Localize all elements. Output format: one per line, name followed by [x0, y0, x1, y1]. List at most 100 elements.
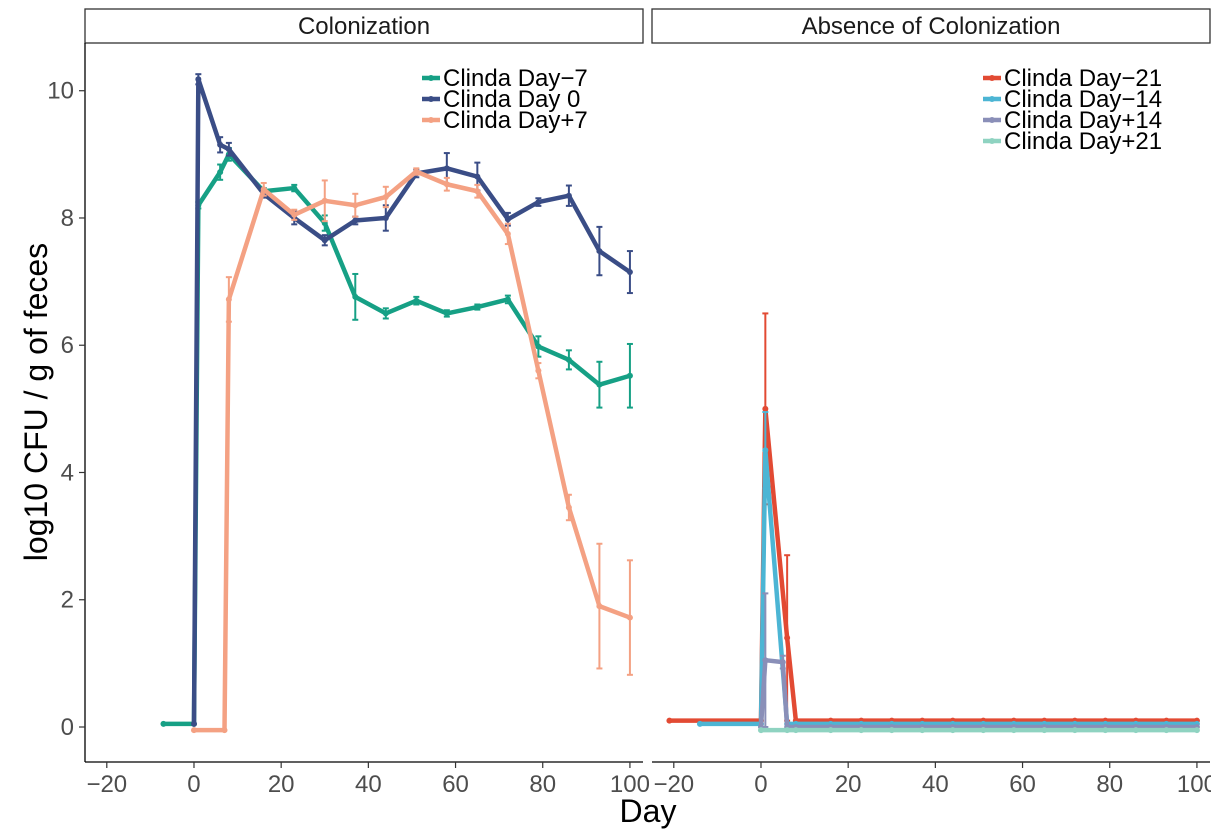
series-2-3: [757, 592, 1200, 731]
series-1-3: [190, 167, 633, 734]
data-point: [784, 634, 791, 641]
data-point: [626, 614, 633, 621]
series-line: [758, 657, 1200, 730]
data-point: [535, 367, 542, 374]
series-2-4: [757, 727, 1200, 734]
x-tick-label: 40: [355, 771, 382, 798]
facet-strip: [84, 8, 644, 44]
data-point: [1010, 727, 1017, 734]
data-point: [1041, 727, 1048, 734]
facet-strip-title: Colonization: [298, 13, 430, 40]
data-point: [565, 504, 572, 511]
data-point: [474, 188, 481, 195]
data-point: [1071, 727, 1078, 734]
y-tick-label: 0: [61, 714, 74, 741]
data-point: [443, 165, 450, 172]
x-tick-label: 20: [268, 771, 295, 798]
x-tick-label: 100: [610, 771, 650, 798]
data-point: [195, 76, 202, 83]
data-point: [792, 727, 799, 734]
data-point: [321, 197, 328, 204]
data-point: [413, 168, 420, 175]
x-axis-title: Day: [620, 793, 677, 829]
data-point: [762, 447, 769, 454]
data-point: [696, 720, 703, 727]
data-point: [190, 720, 197, 727]
legend-key-point: [428, 75, 434, 81]
data-point: [190, 727, 197, 734]
legend-entry: Clinda Day+14: [983, 107, 1162, 134]
x-tick-label: 20: [835, 771, 862, 798]
data-point: [666, 717, 673, 724]
data-point: [352, 293, 359, 300]
data-point: [565, 192, 572, 199]
data-point: [757, 727, 764, 734]
legend-entry: Clinda Day−21: [983, 65, 1162, 92]
y-tick-label: 6: [61, 332, 74, 359]
data-point: [626, 372, 633, 379]
data-point: [321, 237, 328, 244]
data-point: [1193, 727, 1200, 734]
data-point: [626, 269, 633, 276]
series-1-2: [190, 73, 633, 727]
y-tick-label: 10: [47, 78, 74, 105]
data-point: [474, 304, 481, 311]
data-point: [443, 310, 450, 317]
data-point: [504, 296, 511, 303]
y-axis-title: log10 CFU / g of feces: [18, 243, 54, 561]
panel-1: Colonization 0 2 4 6 8 10 −20 0 20 40 60 80 100 Clinda…: [47, 8, 650, 798]
data-point: [919, 727, 926, 734]
data-point: [217, 141, 224, 148]
series-1-1: [160, 146, 633, 727]
legend-entry: Clinda Day+7: [422, 107, 588, 134]
data-point: [949, 727, 956, 734]
legend-key-point: [428, 96, 434, 102]
legend-label: Clinda Day−7: [443, 65, 588, 92]
data-point: [980, 727, 987, 734]
data-point: [827, 727, 834, 734]
x-tick-label: −20: [86, 771, 127, 798]
series-line: [667, 406, 1200, 723]
data-point: [1102, 727, 1109, 734]
x-tick-label: 100: [1177, 771, 1211, 798]
y-tick-label: 4: [61, 459, 74, 486]
data-point: [565, 356, 572, 363]
series-line: [191, 169, 633, 733]
y-tick-label: 8: [61, 205, 74, 232]
legend-key-point: [989, 96, 995, 102]
data-point: [443, 181, 450, 188]
data-point: [762, 657, 769, 664]
data-point: [474, 173, 481, 180]
legend-label: Clinda Day 0: [443, 86, 580, 113]
data-point: [596, 248, 603, 255]
legend-key-point: [989, 117, 995, 123]
legend-key-point: [428, 117, 434, 123]
data-point: [382, 310, 389, 317]
x-tick-label: 60: [442, 771, 469, 798]
legend-label: Clinda Day−21: [1004, 65, 1162, 92]
facet-strip: [651, 8, 1211, 44]
legend-entry: Clinda Day−14: [983, 86, 1162, 113]
data-point: [413, 297, 420, 304]
data-point: [858, 727, 865, 734]
data-point: [382, 214, 389, 221]
data-point: [784, 727, 791, 734]
data-point: [535, 343, 542, 350]
data-point: [260, 186, 267, 193]
x-tick-label: 0: [187, 771, 200, 798]
legend-label: Clinda Day+7: [443, 107, 588, 134]
legend-label: Clinda Day+14: [1004, 107, 1162, 134]
data-point: [762, 405, 769, 412]
x-tick-label: 60: [1009, 771, 1036, 798]
data-point: [217, 169, 224, 176]
legend-entry: Clinda Day 0: [422, 86, 580, 113]
legend-label: Clinda Day+21: [1004, 128, 1162, 155]
x-tick-label: 0: [754, 771, 767, 798]
x-tick-label: −20: [653, 771, 694, 798]
x-tick-label: 80: [529, 771, 556, 798]
legend-key-point: [989, 75, 995, 81]
x-tick-label: 80: [1096, 771, 1123, 798]
data-point: [1132, 727, 1139, 734]
data-point: [1163, 727, 1170, 734]
